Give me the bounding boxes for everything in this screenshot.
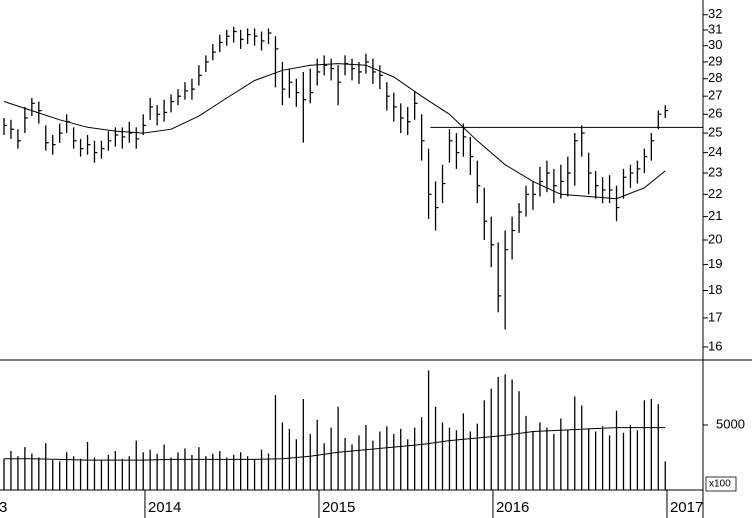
y-tick-label: 21: [708, 208, 722, 223]
y-tick-label: 23: [708, 164, 722, 179]
x-tick-label: 2017: [670, 499, 703, 516]
x-tick-label: 2016: [496, 499, 529, 516]
y-tick-label: 32: [708, 6, 722, 21]
y-tick-label: 26: [708, 106, 722, 121]
y-tick-label: 29: [708, 53, 722, 68]
y-tick-label: 18: [708, 282, 722, 297]
y-tick-label: 30: [708, 37, 722, 52]
volume-tick-label: 5000: [716, 416, 745, 431]
y-tick-label: 27: [708, 88, 722, 103]
unit-box: [705, 476, 737, 492]
y-tick-label: 31: [708, 21, 722, 36]
x-tick-label: 2015: [322, 499, 355, 516]
y-tick-label: 19: [708, 256, 722, 271]
x-tick-label: 2013: [0, 499, 7, 516]
y-tick-label: 22: [708, 186, 722, 201]
y-tick-label: 28: [708, 70, 722, 85]
y-tick-label: 24: [708, 144, 722, 159]
x-tick-label: 2014: [148, 499, 181, 516]
price-moving-average: [3, 63, 666, 200]
y-tick-label: 25: [708, 124, 722, 139]
volume-unit-label: x100: [709, 479, 731, 490]
volume-moving-average: [4, 427, 666, 461]
y-tick-label: 16: [708, 338, 722, 353]
y-tick-label: 17: [708, 309, 722, 324]
plot-area: 2013 2014 2015 2016 2017: [0, 26, 703, 518]
y-tick-label: 20: [708, 231, 722, 246]
